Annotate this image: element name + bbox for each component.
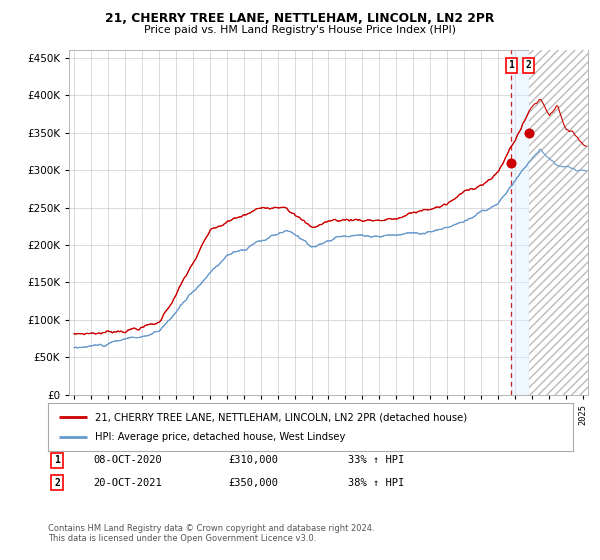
Text: £350,000: £350,000: [228, 478, 278, 488]
Bar: [511, 50, 529, 395]
Text: Price paid vs. HM Land Registry's House Price Index (HPI): Price paid vs. HM Land Registry's House …: [144, 25, 456, 35]
Text: HPI: Average price, detached house, West Lindsey: HPI: Average price, detached house, West…: [95, 432, 346, 442]
Bar: [529, 21, 600, 395]
Text: 2: 2: [54, 478, 60, 488]
Text: 1: 1: [54, 455, 60, 465]
Text: Contains HM Land Registry data © Crown copyright and database right 2024.
This d: Contains HM Land Registry data © Crown c…: [48, 524, 374, 543]
Text: 38% ↑ HPI: 38% ↑ HPI: [348, 478, 404, 488]
Text: 20-OCT-2021: 20-OCT-2021: [93, 478, 162, 488]
Text: 33% ↑ HPI: 33% ↑ HPI: [348, 455, 404, 465]
Text: 08-OCT-2020: 08-OCT-2020: [93, 455, 162, 465]
Text: £310,000: £310,000: [228, 455, 278, 465]
Text: 1: 1: [508, 60, 514, 71]
Text: 21, CHERRY TREE LANE, NETTLEHAM, LINCOLN, LN2 2PR (detached house): 21, CHERRY TREE LANE, NETTLEHAM, LINCOLN…: [95, 413, 467, 422]
Text: 2: 2: [526, 60, 532, 71]
Text: 21, CHERRY TREE LANE, NETTLEHAM, LINCOLN, LN2 2PR: 21, CHERRY TREE LANE, NETTLEHAM, LINCOLN…: [106, 12, 494, 25]
